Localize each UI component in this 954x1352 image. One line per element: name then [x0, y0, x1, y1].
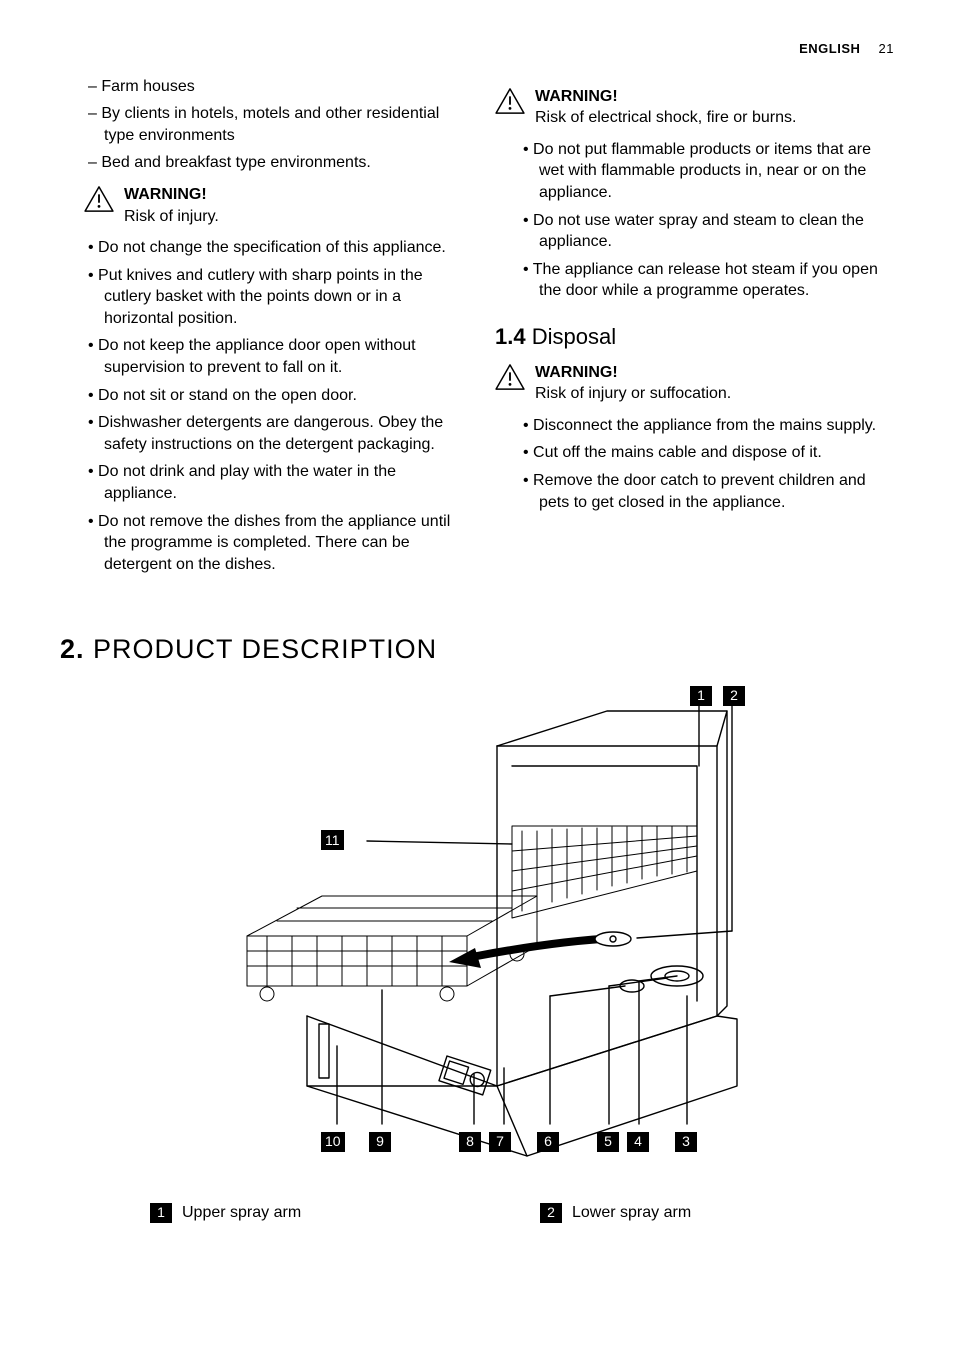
subsection-num: 1.4	[495, 324, 526, 349]
list-item: Do not keep the appliance door open with…	[88, 335, 459, 378]
list-item: Dishwasher detergents are dangerous. Obe…	[88, 412, 459, 455]
diagram-callout: 6	[537, 1132, 559, 1152]
legend-num: 1	[150, 1203, 172, 1223]
section-num: 2.	[60, 634, 85, 664]
warning-block-shock: WARNING! Risk of electrical shock, fire …	[495, 86, 894, 129]
list-item: Do not change the specification of this …	[88, 237, 459, 259]
dishwasher-illustration	[177, 686, 777, 1176]
header-page-number: 21	[879, 41, 894, 56]
content-columns: Farm houses By clients in hotels, motels…	[60, 76, 894, 582]
warning-desc: Risk of electrical shock, fire or burns.	[535, 107, 796, 129]
list-item: Do not sit or stand on the open door.	[88, 385, 459, 407]
continuation-list: Farm houses By clients in hotels, motels…	[60, 76, 459, 174]
list-item: Do not use water spray and steam to clea…	[523, 210, 894, 253]
warning-block-suffocation: WARNING! Risk of injury or suffocation.	[495, 362, 894, 405]
safety-bullets-right-2: Disconnect the appliance from the mains …	[495, 415, 894, 513]
header-language: ENGLISH	[799, 41, 860, 56]
diagram-callout: 3	[675, 1132, 697, 1152]
warning-block-injury: WARNING! Risk of injury.	[84, 184, 459, 227]
diagram-callout: 10	[321, 1132, 345, 1152]
page-header: ENGLISH 21	[60, 40, 894, 58]
diagram-callout: 2	[723, 686, 745, 706]
legend-item: 2 Lower spray arm	[540, 1202, 870, 1224]
warning-icon	[495, 88, 525, 114]
list-item: Do not put flammable products or items t…	[523, 139, 894, 204]
warning-text: WARNING! Risk of injury or suffocation.	[535, 362, 731, 405]
legend-label: Lower spray arm	[572, 1202, 691, 1224]
list-item: Disconnect the appliance from the mains …	[523, 415, 894, 437]
product-diagram: 12 11 10 9 87 6 54 3	[177, 686, 777, 1176]
subsection-title: Disposal	[532, 324, 616, 349]
list-item: Do not remove the dishes from the applia…	[88, 511, 459, 576]
warning-title: WARNING!	[535, 362, 731, 384]
right-column: WARNING! Risk of electrical shock, fire …	[495, 76, 894, 582]
warning-text: WARNING! Risk of electrical shock, fire …	[535, 86, 796, 129]
diagram-callout: 4	[627, 1132, 649, 1152]
warning-text: WARNING! Risk of injury.	[124, 184, 219, 227]
list-item: The appliance can release hot steam if y…	[523, 259, 894, 302]
warning-desc: Risk of injury.	[124, 206, 219, 228]
list-item: Farm houses	[88, 76, 459, 98]
warning-title: WARNING!	[535, 86, 796, 108]
legend-item: 1 Upper spray arm	[150, 1202, 480, 1224]
subsection-disposal: 1.4 Disposal	[495, 322, 894, 352]
diagram-callout: 9	[369, 1132, 391, 1152]
warning-desc: Risk of injury or suffocation.	[535, 383, 731, 405]
list-item: Remove the door catch to prevent childre…	[523, 470, 894, 513]
legend-num: 2	[540, 1203, 562, 1223]
safety-bullets-left: Do not change the specification of this …	[60, 237, 459, 575]
warning-title: WARNING!	[124, 184, 219, 206]
warning-icon	[84, 186, 114, 212]
diagram-callout: 7	[489, 1132, 511, 1152]
legend-label: Upper spray arm	[182, 1202, 301, 1224]
diagram-callout: 5	[597, 1132, 619, 1152]
warning-icon	[495, 364, 525, 390]
list-item: By clients in hotels, motels and other r…	[88, 103, 459, 146]
left-column: Farm houses By clients in hotels, motels…	[60, 76, 459, 582]
diagram-callout: 8	[459, 1132, 481, 1152]
section-product-description: 2. PRODUCT DESCRIPTION	[60, 631, 894, 667]
safety-bullets-right-1: Do not put flammable products or items t…	[495, 139, 894, 302]
list-item: Bed and breakfast type environments.	[88, 152, 459, 174]
list-item: Put knives and cutlery with sharp points…	[88, 265, 459, 330]
diagram-callout: 1	[690, 686, 712, 706]
list-item: Do not drink and play with the water in …	[88, 461, 459, 504]
section-title: PRODUCT DESCRIPTION	[93, 634, 437, 664]
diagram-legend: 1 Upper spray arm 2 Lower spray arm	[60, 1202, 894, 1224]
diagram-callout: 11	[321, 830, 344, 850]
list-item: Cut off the mains cable and dispose of i…	[523, 442, 894, 464]
